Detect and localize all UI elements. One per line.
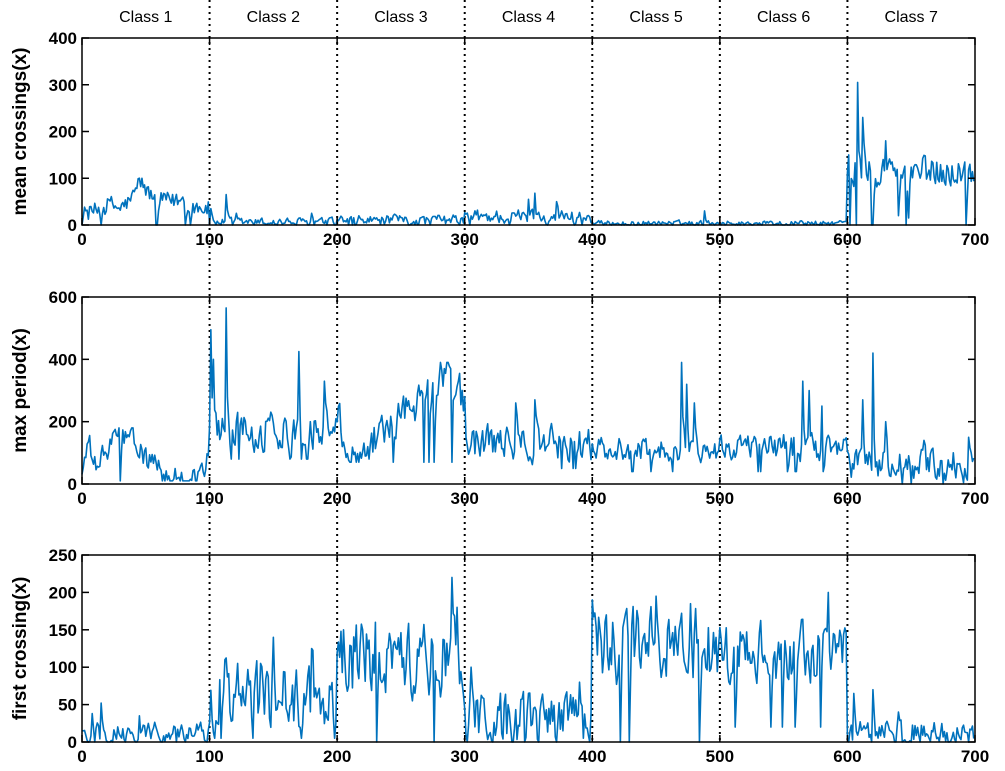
- y-tick-label: 200: [49, 413, 77, 432]
- x-tick-label: 500: [706, 747, 734, 766]
- x-tick-label: 0: [77, 489, 86, 508]
- x-tick-label: 200: [323, 489, 351, 508]
- class-label: Class 2: [247, 9, 300, 26]
- y-tick-label: 300: [49, 76, 77, 95]
- y-tick-label: 200: [49, 583, 77, 602]
- series-line: [81, 81, 975, 226]
- x-tick-label: 100: [195, 230, 223, 249]
- axes-box: [81, 554, 976, 743]
- y-tick-label: 100: [49, 658, 77, 677]
- series-line: [82, 576, 975, 743]
- class-label: Class 1: [119, 9, 172, 26]
- x-tick-label: 600: [833, 230, 861, 249]
- class-label: Class 6: [757, 9, 810, 26]
- y-tick-label: 0: [68, 475, 77, 494]
- x-tick-label: 300: [451, 747, 479, 766]
- x-tick-label: 700: [961, 747, 989, 766]
- y-axis-label: mean crossings(x): [10, 48, 31, 216]
- series-line: [81, 307, 975, 485]
- x-tick-label: 200: [323, 230, 351, 249]
- x-tick-label: 600: [833, 747, 861, 766]
- x-tick-label: 300: [451, 230, 479, 249]
- x-tick-label: 400: [578, 489, 606, 508]
- axes-box: [81, 296, 976, 485]
- x-tick-label: 600: [833, 489, 861, 508]
- y-tick-label: 150: [49, 621, 77, 640]
- y-tick-label: 600: [49, 288, 77, 307]
- x-tick-label: 500: [706, 230, 734, 249]
- x-tick-label: 100: [195, 489, 223, 508]
- y-tick-label: 100: [49, 169, 77, 188]
- y-tick-label: 50: [58, 696, 77, 715]
- x-tick-label: 300: [451, 489, 479, 508]
- x-tick-label: 200: [323, 747, 351, 766]
- x-tick-label: 0: [77, 230, 86, 249]
- y-tick-label: 400: [49, 350, 77, 369]
- x-tick-label: 700: [961, 489, 989, 508]
- x-tick-label: 700: [961, 230, 989, 249]
- x-tick-label: 400: [578, 747, 606, 766]
- class-label: Class 3: [374, 9, 427, 26]
- y-tick-label: 400: [49, 29, 77, 48]
- y-tick-label: 200: [49, 123, 77, 142]
- x-tick-label: 0: [77, 747, 86, 766]
- x-tick-label: 500: [706, 489, 734, 508]
- class-label: Class 4: [502, 9, 555, 26]
- class-label: Class 7: [885, 9, 938, 26]
- x-tick-label: 100: [195, 747, 223, 766]
- y-tick-label: 0: [68, 733, 77, 752]
- y-tick-label: 250: [49, 546, 77, 565]
- axes-box: [81, 37, 976, 226]
- y-axis-label: max period(x): [10, 328, 31, 453]
- y-tick-label: 0: [68, 216, 77, 235]
- class-label: Class 5: [629, 9, 682, 26]
- x-tick-label: 400: [578, 230, 606, 249]
- y-axis-label: first crossing(x): [10, 577, 31, 721]
